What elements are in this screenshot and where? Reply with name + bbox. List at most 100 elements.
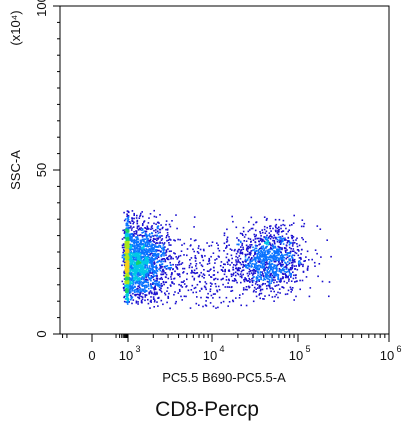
event-dot	[129, 294, 132, 297]
event-dot	[261, 240, 263, 243]
event-dot	[160, 273, 162, 276]
event-dot	[143, 230, 146, 232]
event-dot	[134, 282, 137, 285]
event-dot	[127, 275, 129, 278]
event-dot	[155, 264, 158, 267]
event-dot	[249, 238, 252, 240]
event-dot	[144, 232, 147, 235]
event-dot	[133, 272, 135, 274]
event-dot	[144, 241, 146, 244]
event-dot	[259, 247, 262, 249]
event-dot	[131, 270, 133, 272]
event-dot	[245, 279, 248, 281]
event-dot	[198, 304, 200, 306]
event-dot	[239, 252, 241, 255]
event-dot	[253, 279, 255, 282]
event-dot	[147, 246, 150, 248]
event-dot	[265, 243, 268, 245]
event-dot	[259, 289, 262, 292]
event-dot	[159, 241, 161, 244]
event-dot	[231, 257, 233, 260]
event-dot	[136, 236, 138, 239]
event-dot	[269, 225, 271, 228]
event-dot	[266, 263, 269, 265]
event-dot	[255, 249, 258, 252]
event-dot	[138, 286, 141, 289]
event-dot	[126, 268, 128, 270]
event-dot	[166, 258, 169, 261]
event-dot	[215, 258, 218, 260]
event-dot	[151, 235, 154, 237]
event-dot	[132, 292, 134, 295]
event-dot	[145, 280, 148, 282]
event-dot	[159, 231, 161, 234]
event-dot	[188, 266, 191, 269]
event-dot	[270, 244, 272, 247]
event-dot	[309, 287, 312, 289]
event-dot	[261, 260, 263, 262]
event-dot	[148, 277, 150, 279]
event-dot	[129, 222, 132, 224]
event-dot	[263, 263, 265, 265]
event-dot	[123, 257, 125, 260]
event-dot	[244, 265, 246, 267]
event-dot	[146, 238, 148, 240]
event-dot	[141, 229, 144, 231]
event-dot	[249, 244, 251, 246]
event-dot	[144, 227, 147, 230]
event-dot	[224, 263, 226, 266]
event-dot	[130, 259, 132, 261]
event-dot	[149, 270, 151, 273]
event-dot	[127, 251, 129, 254]
event-dot	[127, 233, 129, 236]
event-dot	[124, 251, 126, 254]
event-dot	[136, 263, 138, 266]
event-dot	[254, 253, 256, 256]
event-dot	[264, 253, 266, 256]
event-dot	[153, 246, 156, 248]
event-dot	[135, 254, 137, 256]
event-dot	[142, 223, 144, 225]
event-dot	[122, 283, 125, 285]
event-dot	[149, 235, 151, 238]
event-dot	[272, 227, 274, 230]
event-dot	[256, 253, 258, 255]
event-dot	[177, 274, 180, 276]
event-dot	[150, 292, 153, 294]
event-dot	[146, 251, 149, 253]
event-dot	[274, 255, 277, 258]
event-dot	[255, 267, 257, 270]
event-dot	[165, 223, 167, 226]
event-dot	[274, 257, 277, 259]
event-dot	[144, 254, 147, 257]
event-dot	[238, 269, 240, 272]
event-dot	[271, 256, 274, 259]
event-dot	[125, 284, 128, 286]
event-dot	[127, 287, 129, 290]
event-dot	[124, 275, 126, 278]
event-dot	[289, 259, 292, 262]
event-dot	[169, 264, 172, 266]
event-dot	[162, 244, 165, 246]
event-dot	[144, 263, 147, 265]
event-dot	[272, 247, 275, 249]
event-dot	[152, 240, 155, 243]
event-dot	[288, 280, 290, 282]
event-dot	[156, 246, 159, 248]
event-dot	[144, 255, 146, 258]
event-dot	[137, 256, 140, 258]
event-dot	[156, 221, 159, 224]
event-dot	[149, 268, 152, 270]
event-dot	[125, 246, 127, 249]
event-dot	[144, 288, 146, 290]
event-dot	[136, 274, 138, 276]
event-dot	[306, 267, 309, 269]
event-dot	[190, 272, 192, 274]
event-dot	[155, 277, 158, 280]
event-dot	[283, 237, 285, 240]
event-dot	[121, 244, 124, 247]
event-dot	[241, 233, 243, 235]
event-dot	[169, 284, 172, 286]
event-dot	[161, 227, 164, 230]
event-dot	[175, 300, 177, 303]
